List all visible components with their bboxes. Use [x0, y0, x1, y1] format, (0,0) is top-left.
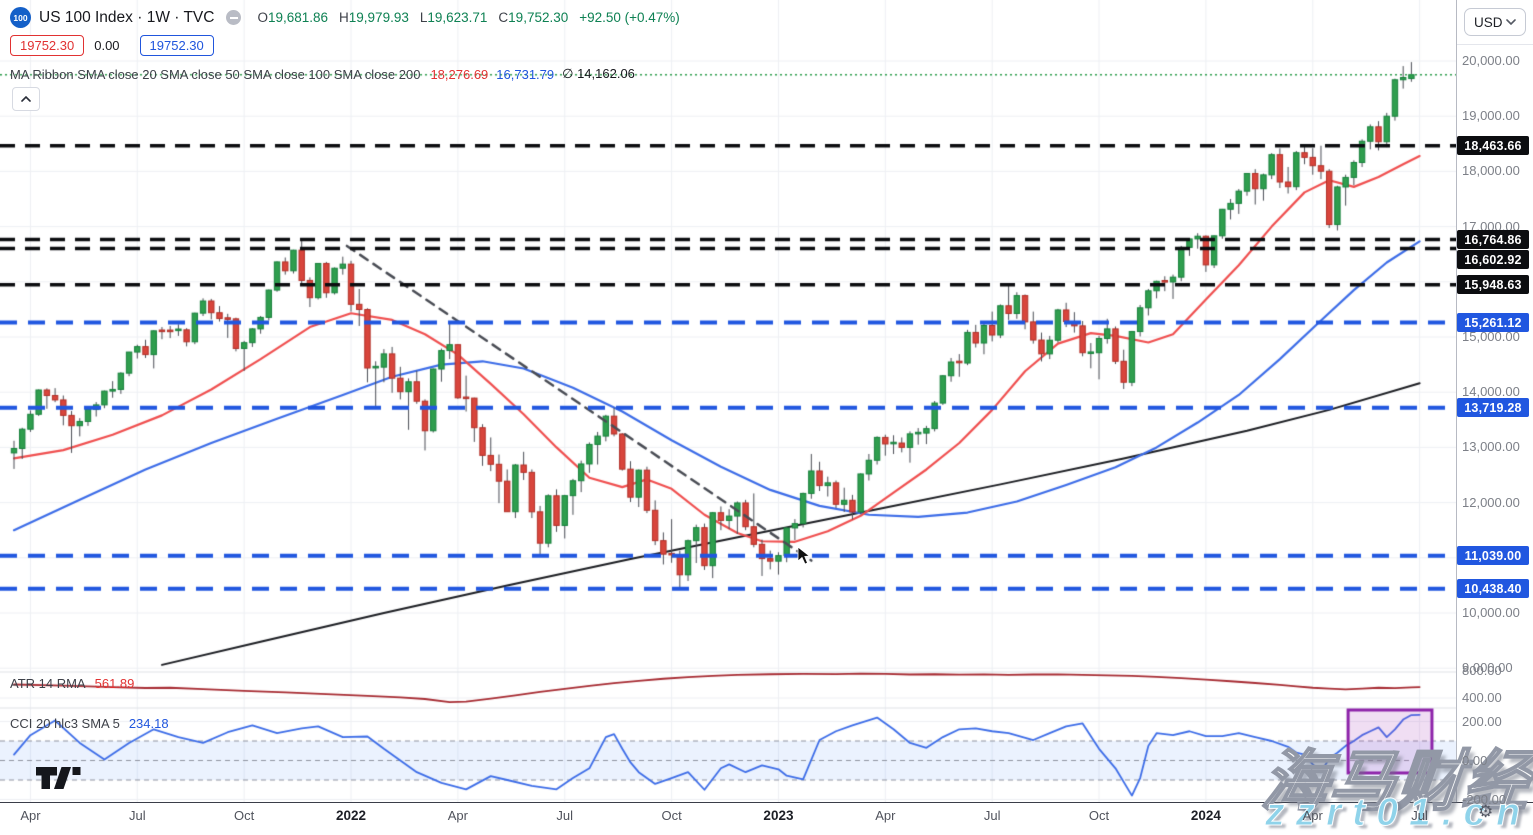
- atr-label: ATR 14 RMA: [10, 676, 86, 691]
- price-level-badge: 16,602.92: [1457, 250, 1529, 270]
- close-value: 19,752.30: [508, 10, 569, 25]
- symbol-logo-icon: 100: [10, 7, 31, 28]
- price-tick-label: 14,000.00: [1462, 384, 1520, 400]
- time-tick-label: Oct: [234, 808, 255, 823]
- price-level-badge: 15,261.12: [1457, 313, 1529, 333]
- price-level-badge: 13,719.28: [1457, 398, 1529, 418]
- price-tick-label: 12,000.00: [1462, 494, 1520, 510]
- tradingview-logo-icon[interactable]: [36, 766, 86, 795]
- time-axis[interactable]: [0, 802, 1533, 832]
- time-tick-label: Jul: [128, 808, 146, 823]
- chevron-down-icon: [1506, 19, 1516, 25]
- atr-indicator-legend[interactable]: ATR 14 RMA 561.89: [10, 676, 134, 691]
- price-tick-label: 13,000.00: [1462, 439, 1520, 455]
- price-level-badge: 11,039.00: [1457, 546, 1529, 566]
- buy-price-badge[interactable]: 19752.30: [139, 35, 214, 56]
- price-level-badge: 15,948.63: [1457, 275, 1529, 295]
- price-level-badge: 18,463.66: [1457, 136, 1529, 156]
- time-tick-label: Apr: [875, 808, 896, 823]
- price-tick-label: 18,000.00: [1462, 163, 1520, 179]
- time-tick-label: Apr: [1302, 808, 1323, 823]
- time-tick-label: Jul: [1411, 808, 1428, 823]
- atr-tick-label: 800.00: [1462, 663, 1502, 678]
- time-tick-label: 2023: [763, 808, 794, 823]
- chevron-up-icon: [21, 96, 31, 102]
- price-tick-label: 20,000.00: [1462, 53, 1520, 68]
- gear-icon[interactable]: ⚙: [1478, 802, 1494, 821]
- change-value: +92.50 (+0.47%): [579, 10, 680, 25]
- price-level-badge: 10,438.40: [1457, 579, 1529, 599]
- time-tick-label: Jul: [983, 808, 1001, 823]
- ma-ribbon-legend[interactable]: MA Ribbon SMA close 20 SMA close 50 SMA …: [10, 66, 635, 82]
- price-tick-label: 9,000.00: [1462, 660, 1513, 676]
- price-tick-label: 19,000.00: [1462, 108, 1520, 124]
- high-label: H: [339, 10, 349, 25]
- symbol-title[interactable]: US 100 Index · 1W · TVC: [39, 8, 215, 26]
- low-value: 19,623.71: [427, 10, 488, 25]
- time-tick-label: Oct: [661, 808, 682, 823]
- price-label-row: 19752.30 0.00 19752.30: [10, 35, 214, 56]
- price-tick-label: 15,000.00: [1462, 329, 1520, 344]
- close-label: C: [498, 10, 509, 25]
- price-level-badge: 16,764.86: [1457, 230, 1529, 250]
- cci-indicator-legend[interactable]: CCI 20 hlc3 SMA 5 234.18: [10, 716, 169, 731]
- ma-average-value: ∅ 14,162.06: [562, 66, 635, 81]
- sell-price-badge[interactable]: 19752.30: [10, 35, 85, 56]
- ma-ribbon-label: MA Ribbon SMA close 20 SMA close 50 SMA …: [10, 66, 421, 82]
- time-tick-label: Oct: [1088, 808, 1110, 823]
- time-tick-label: 2024: [1190, 808, 1221, 823]
- spread-value: 0.00: [94, 38, 120, 53]
- ma-slow-value: 16,731.79: [496, 66, 555, 82]
- cci-value: 234.18: [128, 716, 169, 731]
- watermark-url: zzrt01.cn: [1265, 791, 1531, 835]
- time-tick-label: Apr: [447, 808, 468, 823]
- ma-fast-value: 18,276.69: [430, 66, 489, 82]
- open-value: 19,681.86: [267, 10, 329, 25]
- atr-value: 561.89: [94, 676, 135, 691]
- price-tick-label: 17,000.00: [1462, 218, 1520, 234]
- cci-tick-label: -200.00: [1462, 791, 1507, 807]
- price-axis-divider: [1457, 44, 1533, 45]
- currency-dropdown[interactable]: USD: [1464, 8, 1526, 36]
- minus-circle-icon[interactable]: [226, 10, 242, 25]
- cci-tick-label: 0.00: [1462, 752, 1488, 768]
- ohlc-values: O19,681.86 H19,979.93 L19,623.71 C19,752…: [257, 10, 679, 25]
- symbol-legend: 100 US 100 Index · 1W · TVC O19,681.86 H…: [10, 7, 680, 28]
- low-label: L: [419, 10, 428, 25]
- time-tick-label: Jul: [556, 808, 574, 823]
- atr-tick-label: 400.00: [1462, 690, 1502, 705]
- price-tick-label: 10,000.00: [1462, 605, 1520, 620]
- open-label: O: [257, 10, 268, 25]
- high-value: 19,979.93: [348, 10, 409, 25]
- currency-label: USD: [1474, 14, 1503, 30]
- cci-label: CCI 20 hlc3 SMA 5: [10, 716, 120, 731]
- collapse-legend-button[interactable]: [12, 87, 40, 111]
- cci-tick-label: 200.00: [1462, 713, 1502, 729]
- time-tick-label: 2022: [335, 808, 367, 823]
- time-tick-label: Apr: [20, 808, 41, 823]
- mouse-cursor: [797, 546, 811, 571]
